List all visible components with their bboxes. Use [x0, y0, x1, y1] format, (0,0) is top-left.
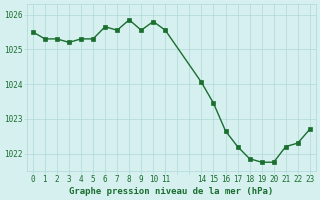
X-axis label: Graphe pression niveau de la mer (hPa): Graphe pression niveau de la mer (hPa)	[69, 187, 274, 196]
